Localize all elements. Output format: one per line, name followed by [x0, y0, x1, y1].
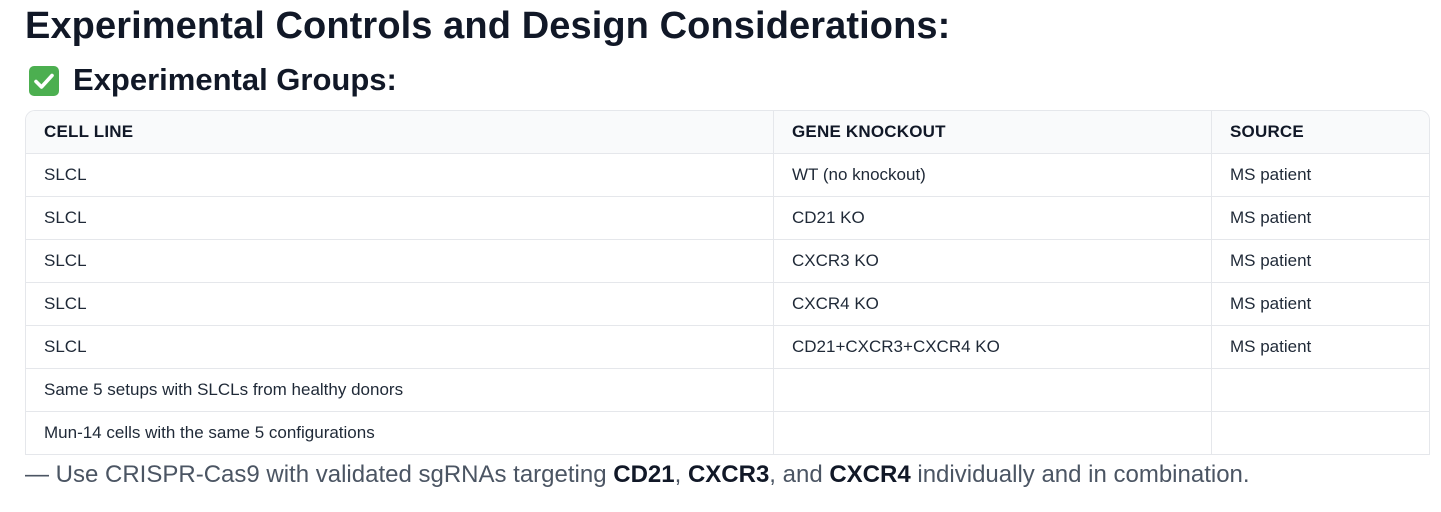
table-header-row: CELL LINE GENE KNOCKOUT SOURCE	[26, 111, 1429, 154]
section-heading-label: Experimental Groups:	[73, 62, 397, 97]
table-row: Mun-14 cells with the same 5 configurati…	[26, 411, 1429, 455]
table-row: SLCL CD21+CXCR3+CXCR4 KO MS patient	[26, 325, 1429, 369]
source-cell	[1211, 411, 1429, 455]
gene-knockout-cell: CXCR4 KO	[773, 282, 1212, 326]
gene-knockout-cell: CD21 KO	[773, 196, 1212, 240]
table-row: Same 5 setups with SLCLs from healthy do…	[26, 368, 1429, 412]
table-row: SLCL WT (no knockout) MS patient	[26, 153, 1429, 197]
gene-cxcr4: CXCR4	[829, 461, 911, 488]
experimental-groups-table: CELL LINE GENE KNOCKOUT SOURCE SLCL WT (…	[25, 110, 1430, 455]
gene-cd21: CD21	[613, 461, 675, 488]
source-cell: MS patient	[1211, 153, 1429, 197]
note-prefix: — Use CRISPR-Cas9 with validated sgRNAs …	[25, 461, 614, 488]
note-separator: ,	[674, 461, 688, 488]
gene-knockout-cell	[773, 411, 1212, 455]
table-row: SLCL CXCR3 KO MS patient	[26, 239, 1429, 283]
gene-knockout-cell: CD21+CXCR3+CXCR4 KO	[773, 325, 1212, 369]
section-heading: Experimental Groups:	[29, 60, 397, 100]
note-suffix: individually and in combination.	[910, 461, 1250, 488]
gene-cxcr3: CXCR3	[687, 461, 770, 488]
source-cell: MS patient	[1211, 325, 1429, 369]
source-cell: MS patient	[1211, 196, 1429, 240]
cell-line-cell: Mun-14 cells with the same 5 configurati…	[26, 411, 774, 455]
page-title: Experimental Controls and Design Conside…	[25, 5, 951, 47]
cell-line-cell: SLCL	[26, 239, 774, 283]
source-cell	[1211, 368, 1429, 412]
cell-line-cell: Same 5 setups with SLCLs from healthy do…	[26, 368, 774, 412]
gene-knockout-cell	[773, 368, 1212, 412]
source-cell: MS patient	[1211, 282, 1429, 326]
cell-line-cell: SLCL	[26, 325, 774, 369]
table-row: SLCL CXCR4 KO MS patient	[26, 282, 1429, 326]
source-cell: MS patient	[1211, 239, 1429, 283]
note-separator: , and	[769, 461, 830, 488]
cell-line-cell: SLCL	[26, 282, 774, 326]
check-mark-box-icon	[29, 66, 59, 96]
gene-knockout-cell: WT (no knockout)	[773, 153, 1212, 197]
crispr-method-note: — Use CRISPR-Cas9 with validated sgRNAs …	[25, 458, 1250, 492]
column-header-gene-knockout: GENE KNOCKOUT	[773, 111, 1212, 154]
column-header-source: SOURCE	[1211, 111, 1429, 154]
cell-line-cell: SLCL	[26, 196, 774, 240]
table-row: SLCL CD21 KO MS patient	[26, 196, 1429, 240]
column-header-cell-line: CELL LINE	[26, 111, 774, 154]
cell-line-cell: SLCL	[26, 153, 774, 197]
gene-knockout-cell: CXCR3 KO	[773, 239, 1212, 283]
